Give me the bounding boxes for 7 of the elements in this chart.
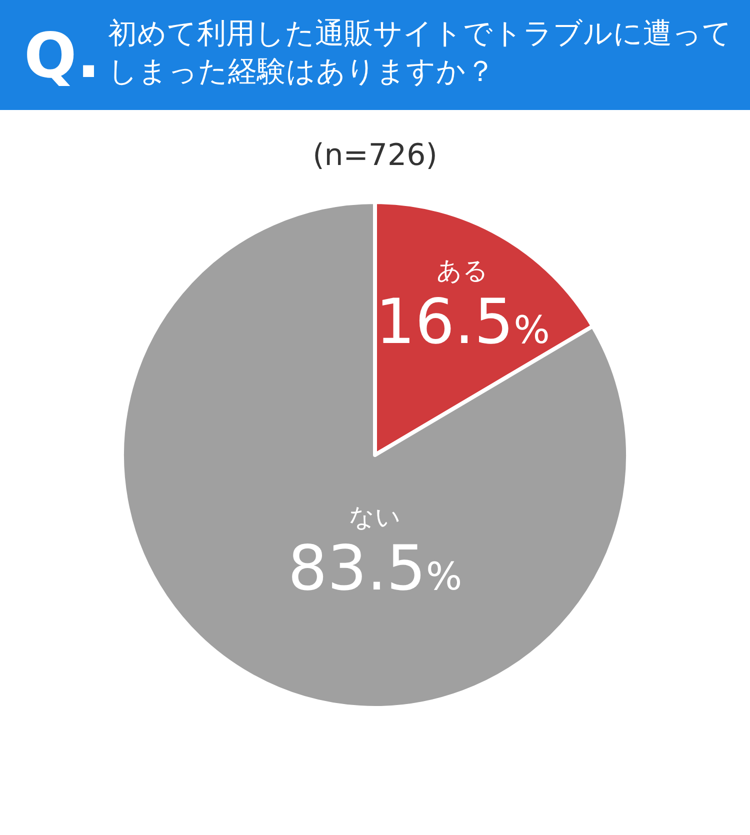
data-label: 83.5%	[288, 531, 462, 604]
data-label: 16.5%	[376, 285, 550, 358]
slice-label: ない	[349, 502, 401, 532]
chart-title: 初めて利用した通販サイトでトラブルに遭ってしまった経験はありますか？	[108, 15, 733, 90]
slice-label: ある	[436, 256, 489, 286]
chart-subtitle: (n=726)	[312, 137, 438, 175]
text: Q.	[24, 18, 100, 94]
